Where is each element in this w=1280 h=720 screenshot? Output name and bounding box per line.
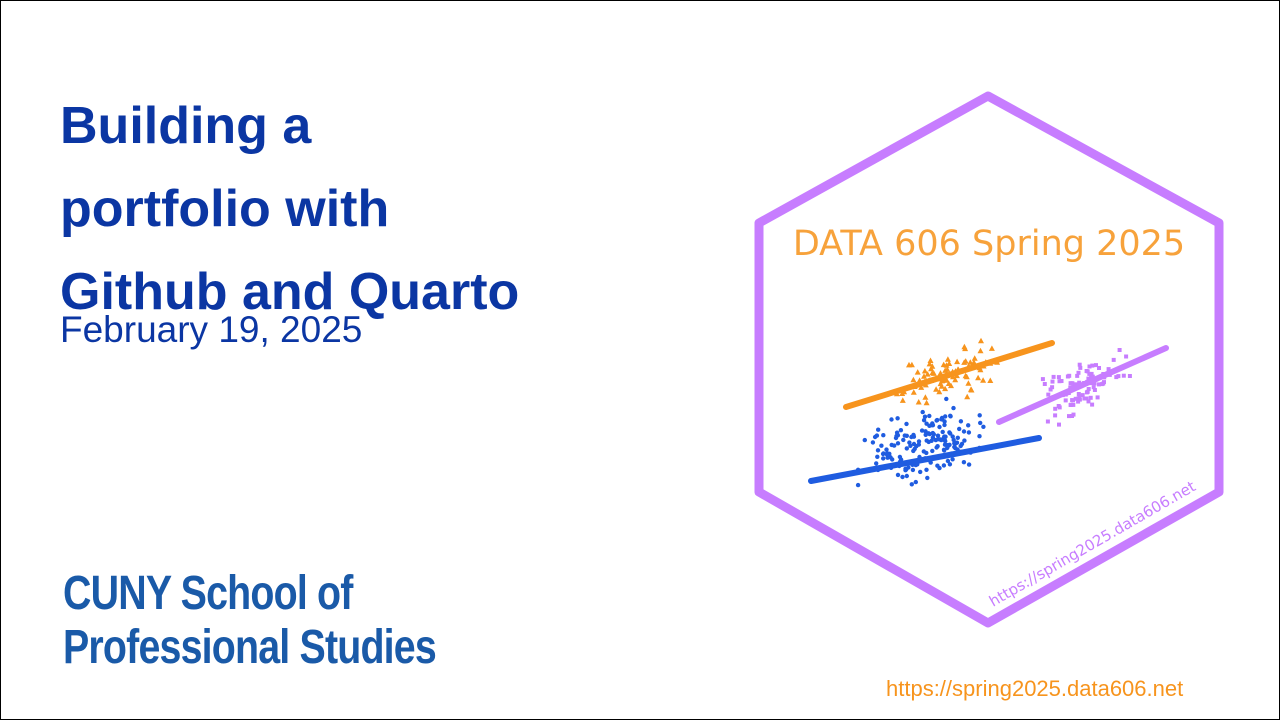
title-line-3: Github and Quarto: [60, 263, 520, 321]
logo-line-2: Professional Studies: [63, 621, 437, 674]
title-line-2: portfolio with: [60, 180, 390, 238]
slide-date: February 19, 2025: [60, 309, 363, 350]
cuny-sps-logo: CUNY School of Professional Studies: [63, 567, 437, 675]
slide-title: Building a portfolio with Github and Qua…: [60, 85, 680, 334]
title-line-1: Building a: [60, 97, 312, 155]
logo-line-1: CUNY School of: [63, 567, 353, 620]
footer-url-link[interactable]: https://spring2025.data606.net: [886, 676, 1184, 701]
